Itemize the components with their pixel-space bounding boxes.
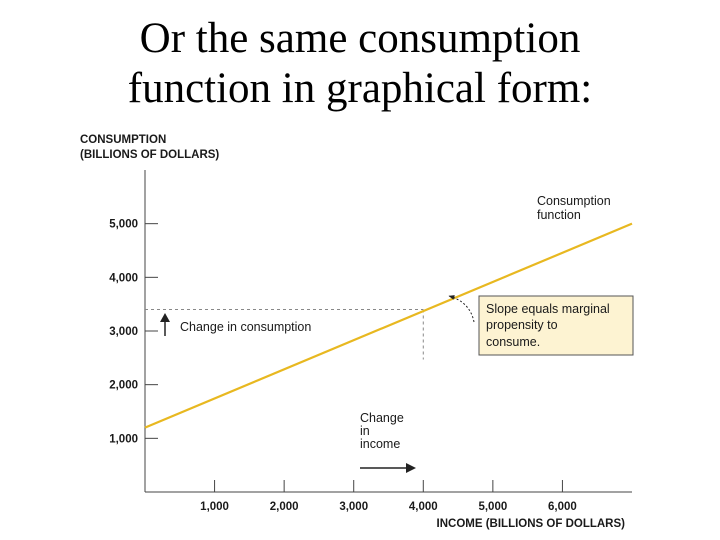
x-tick-label: 2,000 bbox=[270, 501, 299, 513]
change-in-consumption-label: Change in consumption bbox=[180, 320, 311, 334]
x-tick-label: 1,000 bbox=[200, 501, 229, 513]
y-axis-ticks: 1,000 2,000 3,000 4,000 5,000 bbox=[109, 219, 158, 445]
y-axis-title-line-2: (BILLIONS OF DOLLARS) bbox=[80, 149, 219, 161]
slope-annotation-box bbox=[478, 295, 634, 356]
change-in-consumption-arrow bbox=[160, 313, 170, 336]
slope-annotation-line-2: propensity to bbox=[486, 318, 558, 332]
slope-annotation-line-3: consume. bbox=[486, 335, 540, 349]
change-in-income-label-line-2: in bbox=[360, 424, 370, 438]
x-axis-title: INCOME (BILLIONS OF DOLLARS) bbox=[437, 518, 626, 530]
consumption-function-line bbox=[144, 222, 633, 429]
y-tick-label: 5,000 bbox=[109, 219, 138, 231]
y-axis-title-line-1: CONSUMPTION bbox=[80, 134, 166, 146]
x-tick-label: 6,000 bbox=[548, 501, 577, 513]
x-axis-ticks: 1,000 2,000 3,000 4,000 5,000 6,000 bbox=[200, 480, 577, 513]
change-in-income-label-line-1: Change bbox=[360, 411, 404, 425]
y-tick-label: 1,000 bbox=[109, 433, 138, 445]
y-tick-label: 2,000 bbox=[109, 380, 138, 392]
y-tick-label: 4,000 bbox=[109, 272, 138, 284]
slope-annotation-line-1: Slope equals marginal bbox=[486, 302, 610, 316]
x-tick-label: 4,000 bbox=[409, 501, 438, 513]
change-in-income-label-line-3: income bbox=[360, 437, 400, 451]
slide-title: Or the same consumption function in grap… bbox=[0, 14, 720, 114]
series-label-line-1: Consumption bbox=[537, 194, 611, 208]
y-tick-label: 3,000 bbox=[109, 326, 138, 338]
change-in-income-arrow bbox=[360, 463, 416, 473]
slide-title-line-2: function in graphical form: bbox=[127, 65, 593, 112]
series-label-line-2: function bbox=[537, 208, 581, 222]
x-tick-label: 5,000 bbox=[478, 501, 507, 513]
x-tick-label: 3,000 bbox=[339, 501, 368, 513]
slide-title-line-1: Or the same consumption bbox=[139, 15, 581, 62]
